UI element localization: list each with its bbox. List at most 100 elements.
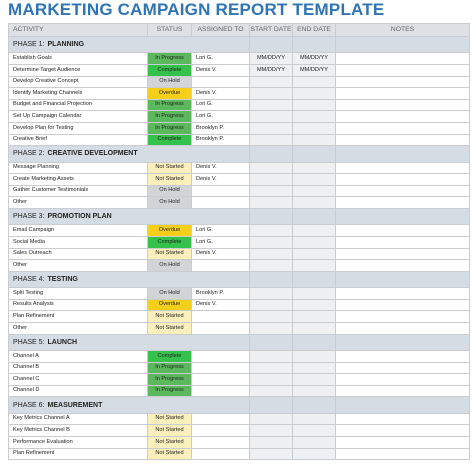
phase-label: PHASE 2: <box>13 150 45 158</box>
assigned-cell <box>192 437 250 449</box>
activity-cell: Budget and Financial Projection <box>8 99 148 112</box>
end-cell <box>293 162 336 175</box>
end-cell <box>293 425 336 437</box>
activity-cell: Message Planning <box>8 162 148 175</box>
start-cell <box>250 248 293 261</box>
phase-cell <box>336 37 470 54</box>
phase-cell <box>336 146 470 163</box>
end-cell <box>293 260 336 272</box>
start-cell <box>250 197 293 209</box>
start-cell <box>250 425 293 437</box>
end-cell <box>293 225 336 237</box>
end-cell <box>293 185 336 198</box>
assigned-cell: Denis V. <box>192 174 250 186</box>
phase-name: MEASUREMENT <box>47 401 103 409</box>
notes-cell <box>336 225 470 237</box>
phase-name: TESTING <box>47 275 78 283</box>
status-cell: In Progress <box>148 374 192 386</box>
activity-cell: Email Campaign <box>8 225 148 237</box>
phase-cell <box>336 271 470 289</box>
status-cell: In Progress <box>148 385 192 398</box>
end-cell <box>293 111 336 123</box>
notes-cell <box>336 197 470 209</box>
end-cell <box>293 99 336 112</box>
activity-cell: Creative Brief <box>8 134 148 147</box>
start-cell <box>250 162 293 175</box>
column-header: NOTES <box>336 23 470 37</box>
title: MARKETING CAMPAIGN REPORT TEMPLATE <box>8 0 385 19</box>
notes-cell <box>336 88 470 100</box>
assigned-cell: Denis V. <box>192 65 250 77</box>
phase-cell <box>293 271 336 289</box>
phase-cell <box>293 146 336 163</box>
notes-cell <box>336 76 470 89</box>
activity-cell: Key Metrics Channel B <box>8 425 148 437</box>
start-cell <box>250 99 293 112</box>
status-cell: Overdue <box>148 299 192 312</box>
phase-cell <box>293 37 336 54</box>
start-cell <box>250 448 293 461</box>
status-cell: Complete <box>148 65 192 77</box>
column-header: END DATE <box>293 23 336 37</box>
assigned-cell: Brooklyn P. <box>192 288 250 300</box>
status-cell: Not Started <box>148 248 192 261</box>
phase-header: PHASE 3: PROMOTION PLAN <box>8 209 250 226</box>
status-cell: Complete <box>148 237 192 249</box>
activity-cell: Plan Refinement <box>8 448 148 461</box>
end-cell <box>293 374 336 386</box>
status-cell: On Hold <box>148 288 192 300</box>
notes-cell <box>336 99 470 112</box>
assigned-cell <box>192 185 250 198</box>
phase-cell <box>293 209 336 226</box>
start-cell <box>250 185 293 198</box>
activity-cell: Results Analysis <box>8 299 148 312</box>
phase-cell <box>336 209 470 226</box>
notes-cell <box>336 448 470 461</box>
end-cell: MM/DD/YY <box>293 65 336 77</box>
status-cell: In Progress <box>148 99 192 112</box>
start-cell <box>250 123 293 135</box>
phase-cell <box>336 397 470 414</box>
activity-cell: Create Marketing Assets <box>8 174 148 186</box>
column-header: ASSIGNED TO <box>192 23 250 37</box>
assigned-cell <box>192 425 250 437</box>
assigned-cell: Lori G. <box>192 53 250 65</box>
phase-header: PHASE 5: LAUNCH <box>8 334 250 351</box>
assigned-cell: Brooklyn P. <box>192 123 250 135</box>
status-cell: Not Started <box>148 425 192 437</box>
assigned-cell: Denis V. <box>192 248 250 261</box>
notes-cell <box>336 134 470 147</box>
phase-cell <box>336 334 470 351</box>
activity-cell: Split Testing <box>8 288 148 300</box>
notes-cell <box>336 174 470 186</box>
notes-cell <box>336 53 470 65</box>
end-cell <box>293 437 336 449</box>
end-cell <box>293 323 336 335</box>
status-cell: Overdue <box>148 225 192 237</box>
activity-cell: Gather Customer Testimonials <box>8 185 148 198</box>
phase-cell <box>250 37 293 54</box>
start-cell: MM/DD/YY <box>250 65 293 77</box>
assigned-cell: Lori G. <box>192 99 250 112</box>
activity-cell: Set Up Campaign Calendar <box>8 111 148 123</box>
notes-cell <box>336 351 470 363</box>
status-cell: Complete <box>148 134 192 147</box>
phase-cell <box>293 397 336 414</box>
start-cell <box>250 260 293 272</box>
column-header: STATUS <box>148 23 192 37</box>
activity-cell: Channel A <box>8 351 148 363</box>
start-cell <box>250 237 293 249</box>
start-cell <box>250 225 293 237</box>
column-header: START DATE <box>250 23 293 37</box>
assigned-cell <box>192 385 250 398</box>
end-cell <box>293 288 336 300</box>
phase-cell <box>250 271 293 289</box>
phase-label: PHASE 4: <box>13 275 45 283</box>
status-cell: Not Started <box>148 162 192 175</box>
end-cell <box>293 76 336 89</box>
start-cell <box>250 88 293 100</box>
notes-cell <box>336 65 470 77</box>
column-header: ACTIVITY <box>8 23 148 37</box>
activity-cell: Identify Marketing Channels <box>8 88 148 100</box>
assigned-cell: Denis V. <box>192 88 250 100</box>
